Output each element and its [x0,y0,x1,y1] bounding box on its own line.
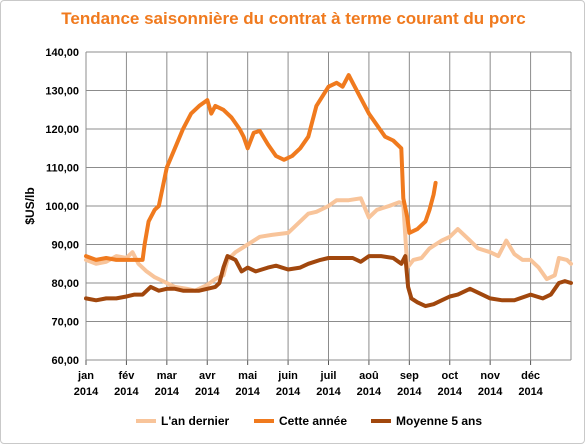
y-tick-label: 130,00 [45,86,79,98]
y-tick-label: 140,00 [45,47,79,59]
x-tick-label-month: avr [199,370,216,382]
x-tick-label-month: sep [400,370,419,382]
chart-title: Tendance saisonnière du contrat à terme … [61,9,526,28]
x-tick-label-month: déc [521,370,540,382]
legend-label: L'an dernier [161,414,230,428]
x-tick-label-year: 2014 [357,386,382,398]
x-tick-label-year: 2014 [276,386,301,398]
x-tick-label-month: fév [118,370,135,382]
x-tick-label-year: 2014 [195,386,220,398]
x-tick-label-year: 2014 [478,386,503,398]
x-tick-label-month: nov [480,370,500,382]
x-tick-label-month: mar [157,370,178,382]
y-tick-label: 80,00 [51,278,79,290]
series-line-1 [84,73,438,262]
x-tick-label-year: 2014 [518,386,543,398]
x-tick-label-month: jan [77,370,94,382]
legend-label: Moyenne 5 ans [396,414,482,428]
legend-label: Cette année [279,414,347,428]
y-tick-label: 90,00 [51,240,79,252]
x-tick-label-year: 2014 [114,386,139,398]
x-tick-label-month: juin [277,370,298,382]
x-tick-label-year: 2014 [235,386,260,398]
y-tick-label: 100,00 [45,201,79,213]
y-tick-label: 60,00 [51,355,79,367]
x-tick-label-year: 2014 [155,386,180,398]
x-tick-label-year: 2014 [74,386,99,398]
y-axis-title: $US/lb [23,187,37,224]
x-tick-label-year: 2014 [397,386,422,398]
x-tick-label-month: aoû [359,370,379,382]
x-tick-label-month: oct [442,370,459,382]
series-line-0 [84,196,573,293]
y-tick-label: 110,00 [46,163,79,175]
y-tick-label: 70,00 [51,317,79,329]
y-tick-label: 120,00 [45,124,79,136]
x-tick-label-year: 2014 [316,386,341,398]
x-tick-label-month: juil [320,370,337,382]
x-tick-label-year: 2014 [438,386,463,398]
series-line-2 [84,254,573,309]
x-tick-label-month: mai [238,370,257,382]
